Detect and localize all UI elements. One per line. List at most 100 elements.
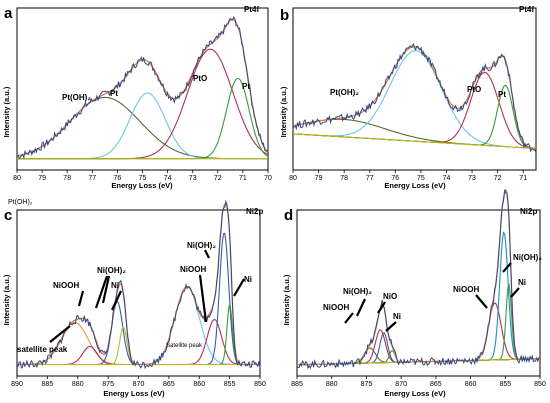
component-curve-2 [17, 48, 269, 160]
panel-d-label-ni-1: Ni [393, 312, 401, 321]
panel-c-label-satellite-small: Satellite peak [166, 343, 203, 349]
x-tick-label: 74 [164, 175, 172, 182]
x-tick-label: 880 [72, 381, 84, 388]
panel-b-label-pt: Pt [498, 90, 506, 99]
raw-spectrum [16, 199, 261, 370]
x-tick-label: 75 [139, 175, 147, 182]
panel-d-plot [296, 188, 541, 377]
arrow-d-nio [377, 301, 386, 314]
loose-label-pt-oh2: Pt(OH)₂ [8, 199, 33, 206]
panel-d-xlabel: Energy Loss (eV) [384, 389, 446, 398]
arrow-c-nioh2-a [94, 275, 109, 309]
x-tick-label: 73 [189, 175, 197, 182]
panel-b-letter: b [280, 7, 289, 24]
arrow-c-ni [111, 290, 122, 311]
panel-b-ylabel: Intensity (a.u.) [279, 86, 288, 137]
x-tick-label: 77 [366, 175, 374, 182]
x-tick-label: 72 [214, 175, 222, 182]
component-curve-4 [297, 302, 540, 366]
panel-c-ticks: 890 885 880 875 870 865 860 855 850 [11, 376, 266, 388]
panel-d-label-niooh-1: NiOOH [323, 303, 349, 312]
panel-b: b Pt4f Intensity (a.u.) Energy Loss (eV)… [279, 5, 537, 190]
panel-d: d Ni2p Intensity (a.u.) Energy Loss (eV)… [282, 188, 546, 398]
plot-frame [296, 209, 541, 377]
panel-c-label-nioh2-1: Ni(OH)₂ [97, 266, 126, 275]
panel-b-xlabel: Energy Loss (eV) [384, 181, 446, 190]
arrow-d-niooh [344, 312, 354, 324]
panel-c-label-nioh2-2: Ni(OH)₂ [187, 241, 216, 250]
panel-b-label-pt-oh2: Pt(OH)₂ [330, 88, 359, 97]
raw-spectrum [296, 189, 540, 370]
x-tick-label: 880 [326, 381, 338, 388]
panel-c-label-niooh-2: NiOOH [180, 265, 206, 274]
x-tick-label: 870 [133, 381, 145, 388]
arrow-d-ni [385, 321, 397, 332]
panel-b-plot [292, 7, 537, 171]
x-tick-label: 890 [11, 381, 23, 388]
component-curve-3 [17, 77, 269, 160]
panel-a-label-pt-2: Pt [242, 82, 250, 91]
panel-d-label-ni-2: Ni [518, 278, 526, 287]
component-curve-0 [16, 96, 268, 160]
x-tick-label: 71 [519, 175, 527, 182]
raw-spectrum [292, 42, 537, 153]
panel-a: a Pt4f Intensity (a.u.) Energy Loss (eV)… [2, 5, 272, 190]
x-tick-label: 850 [254, 381, 266, 388]
panel-a-plot [16, 7, 269, 171]
x-tick-label: 76 [391, 175, 399, 182]
component-curve-2 [17, 300, 260, 366]
panel-d-label-nioh2-1: Ni(OH)₂ [343, 287, 372, 296]
x-tick-label: 79 [315, 175, 323, 182]
arrow-d-nioh2-2 [502, 262, 512, 273]
panel-a-ylabel: Intensity (a.u.) [2, 86, 11, 137]
x-tick-label: 855 [499, 381, 511, 388]
panel-c-label-ni-2: Ni [244, 275, 252, 284]
arrow-c-nioh2-2 [204, 249, 210, 259]
panel-a-letter: a [4, 5, 13, 22]
panel-c-letter: c [4, 207, 12, 224]
panel-d-letter: d [284, 207, 293, 224]
x-tick-label: 80 [13, 175, 21, 182]
arrow-d-niooh-2 [475, 294, 488, 309]
arrow-c-nioh2-b [101, 275, 111, 304]
component-curve-7 [17, 305, 260, 366]
component-curve-1 [17, 92, 268, 160]
x-tick-label: 78 [63, 175, 71, 182]
panel-a-label-pt-oh2: Pt(OH)₂ [62, 93, 91, 102]
x-tick-label: 71 [239, 175, 247, 182]
panel-a-label-pt-1: Pt [110, 89, 118, 98]
x-tick-label: 80 [289, 175, 297, 182]
panel-a-label-pto: PtO [193, 74, 207, 83]
x-tick-label: 865 [163, 381, 175, 388]
panel-d-label-niooh-2: NiOOH [453, 285, 479, 294]
plot-frame [16, 7, 269, 171]
component-curve-6 [297, 282, 540, 366]
component-curve-0 [292, 118, 537, 150]
panel-d-ticks: 885 880 875 870 865 860 855 850 [291, 376, 546, 388]
panel-a-title: Pt4f [244, 5, 259, 14]
x-tick-label: 850 [534, 381, 546, 388]
panel-c-plot [16, 199, 261, 377]
x-tick-label: 885 [291, 381, 303, 388]
x-tick-label: 75 [417, 175, 425, 182]
panel-b-title: Pt4f [519, 5, 534, 14]
raw-spectrum [16, 15, 269, 160]
panel-a-ticks: 80 79 78 77 76 75 74 73 72 71 70 [13, 170, 272, 182]
x-tick-label: 79 [38, 175, 46, 182]
panel-b-label-pto: PtO [467, 85, 481, 94]
panel-d-label-nio: NiO [383, 292, 397, 301]
arrow-c-niooh [77, 290, 85, 307]
x-tick-label: 78 [340, 175, 348, 182]
x-tick-label: 865 [430, 381, 442, 388]
panel-b-ticks: 80 79 78 77 76 75 74 73 72 71 [289, 170, 527, 182]
panel-d-ylabel: Intensity (a.u.) [282, 274, 291, 325]
arrow-d-nioh2 [356, 298, 366, 317]
x-tick-label: 77 [88, 175, 96, 182]
panel-c-xlabel: Energy Loss (eV) [103, 389, 165, 398]
x-tick-label: 870 [395, 381, 407, 388]
panel-c-ylabel: Intensity (a.u.) [2, 274, 11, 325]
x-tick-label: 860 [193, 381, 205, 388]
x-tick-label: 855 [224, 381, 236, 388]
x-tick-label: 74 [443, 175, 451, 182]
baseline-curve [293, 133, 537, 149]
